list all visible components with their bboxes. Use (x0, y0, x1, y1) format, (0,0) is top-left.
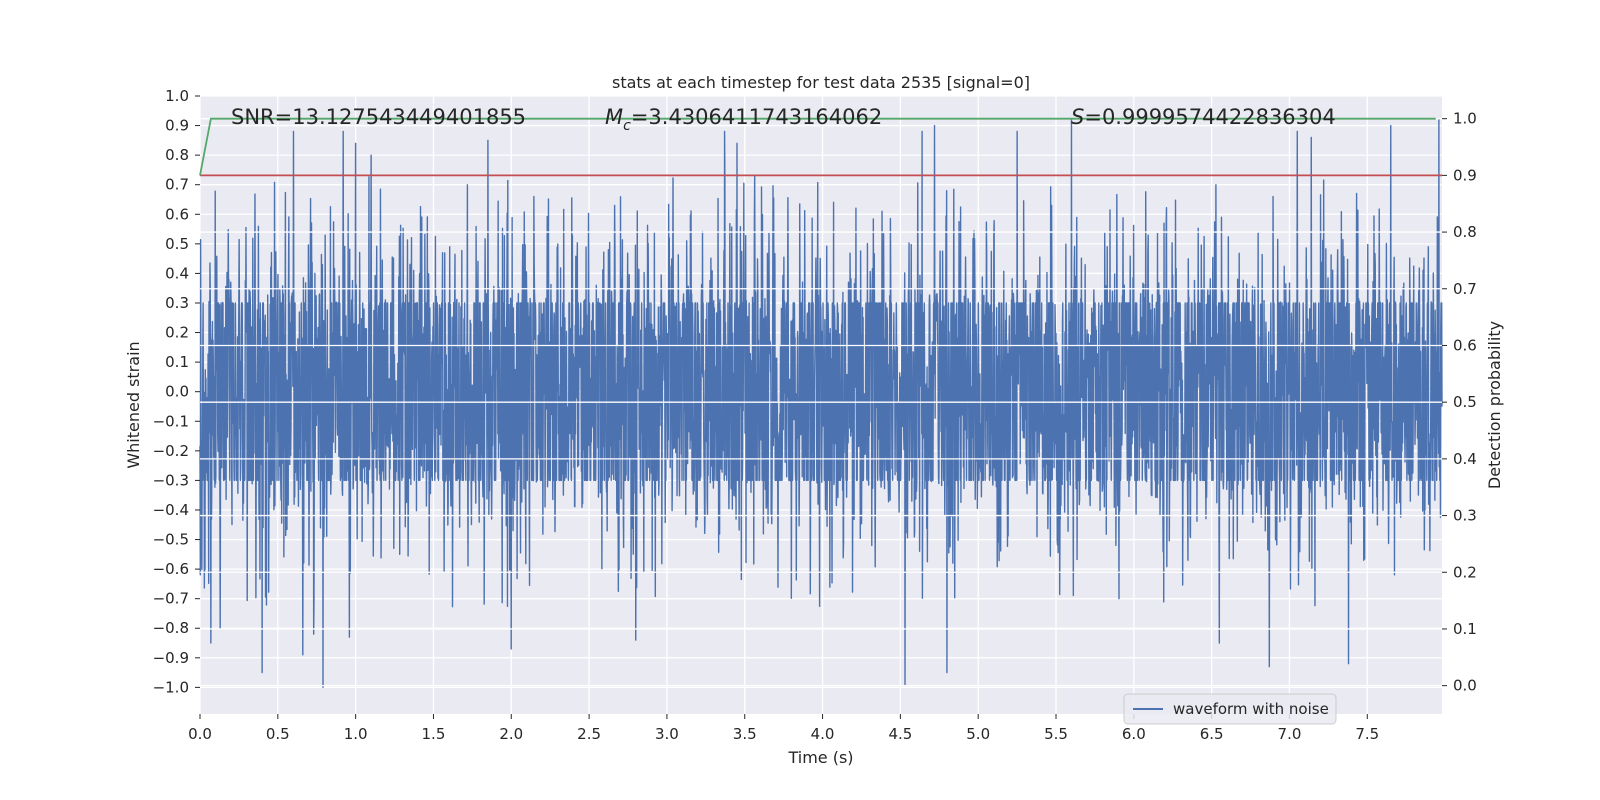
x-tick-label: 1.0 (344, 725, 368, 743)
x-tick-label: 6.0 (1122, 725, 1146, 743)
legend-label: waveform with noise (1173, 700, 1329, 718)
y2-tick-label: 0.8 (1453, 223, 1477, 241)
y-tick-label: 0.7 (165, 176, 189, 194)
y-tick-label: −0.7 (153, 590, 189, 608)
x-axis-label: Time (s) (787, 748, 853, 767)
y2-tick-label: 0.6 (1453, 336, 1477, 354)
y-tick-label: −0.2 (153, 442, 189, 460)
x-tick-label: 3.0 (655, 725, 679, 743)
y-tick-label: 0.4 (165, 264, 189, 282)
chirp-mass-subscript: c (623, 118, 631, 134)
x-tick-label: 3.5 (733, 725, 757, 743)
y2-tick-label: 0.7 (1453, 280, 1477, 298)
y2-tick-label: 0.2 (1453, 563, 1477, 581)
y2-tick-label: 0.3 (1453, 507, 1477, 525)
y-tick-label: 0.6 (165, 205, 189, 223)
y-tick-label: 0.0 (165, 383, 189, 401)
y2-tick-label: 0.1 (1453, 620, 1477, 638)
chart-title: stats at each timestep for test data 253… (612, 73, 1030, 92)
y2-tick-label: 1.0 (1453, 110, 1477, 128)
y2-tick-label: 0.0 (1453, 677, 1477, 695)
x-tick-label: 0.5 (266, 725, 290, 743)
x-tick-label: 0.0 (188, 725, 212, 743)
x-tick-label: 1.5 (422, 725, 446, 743)
x-tick-label: 2.0 (499, 725, 523, 743)
y-tick-label: −0.6 (153, 560, 189, 578)
y-tick-label: −1.0 (153, 678, 189, 696)
y2-tick-label: 0.4 (1453, 450, 1477, 468)
y-tick-label: 0.9 (165, 117, 189, 135)
x-tick-label: 5.0 (966, 725, 990, 743)
chirp-mass-value: =3.4306411743164062 (631, 105, 882, 129)
chirp-mass-symbol: M (605, 105, 623, 129)
y2-tick-label: 0.5 (1453, 393, 1477, 411)
x-tick-label: 7.0 (1278, 725, 1302, 743)
s-symbol: S (1071, 105, 1084, 129)
x-tick-label: 7.5 (1355, 725, 1379, 743)
y-tick-label: −0.4 (153, 501, 189, 519)
y-axis-right: 1.0 0.9 0.8 0.7 0.6 0.5 0.4 0.3 0.2 0.1 0.0 (1442, 110, 1477, 695)
y-tick-label: −0.9 (153, 649, 189, 667)
y2-axis-label: Detection probability (1485, 321, 1504, 489)
legend: waveform with noise (1123, 693, 1337, 725)
y-tick-label: −0.3 (153, 471, 189, 489)
x-tick-label: 6.5 (1200, 725, 1224, 743)
y-tick-label: −0.5 (153, 531, 189, 549)
probability-series (199, 117, 1442, 687)
legend-box (1123, 693, 1337, 725)
y-tick-label: 0.1 (165, 353, 189, 371)
y-tick-label: −0.8 (153, 619, 189, 637)
chirp-mass-annotation: Mc=3.4306411743164062 (605, 105, 882, 134)
x-tick-label: 2.5 (577, 725, 601, 743)
y-tick-label: 1.0 (165, 87, 189, 105)
s-value: =0.9999574422836304 (1084, 105, 1335, 129)
y-tick-label: 0.3 (165, 294, 189, 312)
x-tick-label: 4.0 (811, 725, 835, 743)
y-tick-label: 0.8 (165, 146, 189, 164)
y-axis-label: Whitened strain (124, 341, 143, 468)
x-axis: 0.0 0.5 1.0 1.5 2.0 2.5 3.0 3.5 4.0 4.5 5.0 5.5 6.0 6… (188, 714, 1379, 743)
y-axis-left: 1.0 0.9 0.8 0.7 0.6 0.5 0.4 0.3 0.2 0.1 0.0 −0.1 −0.… (153, 87, 200, 696)
x-tick-label: 4.5 (888, 725, 912, 743)
snr-annotation: SNR=13.127543449401855 (231, 105, 526, 129)
s-annotation: S=0.9999574422836304 (1071, 105, 1336, 129)
y2-tick-label: 0.9 (1453, 166, 1477, 184)
y-tick-label: −0.1 (153, 412, 189, 430)
y-tick-label: 0.5 (165, 235, 189, 253)
x-tick-label: 5.5 (1044, 725, 1068, 743)
detection-probability-line (199, 117, 1436, 176)
y-tick-label: 0.2 (165, 324, 189, 342)
